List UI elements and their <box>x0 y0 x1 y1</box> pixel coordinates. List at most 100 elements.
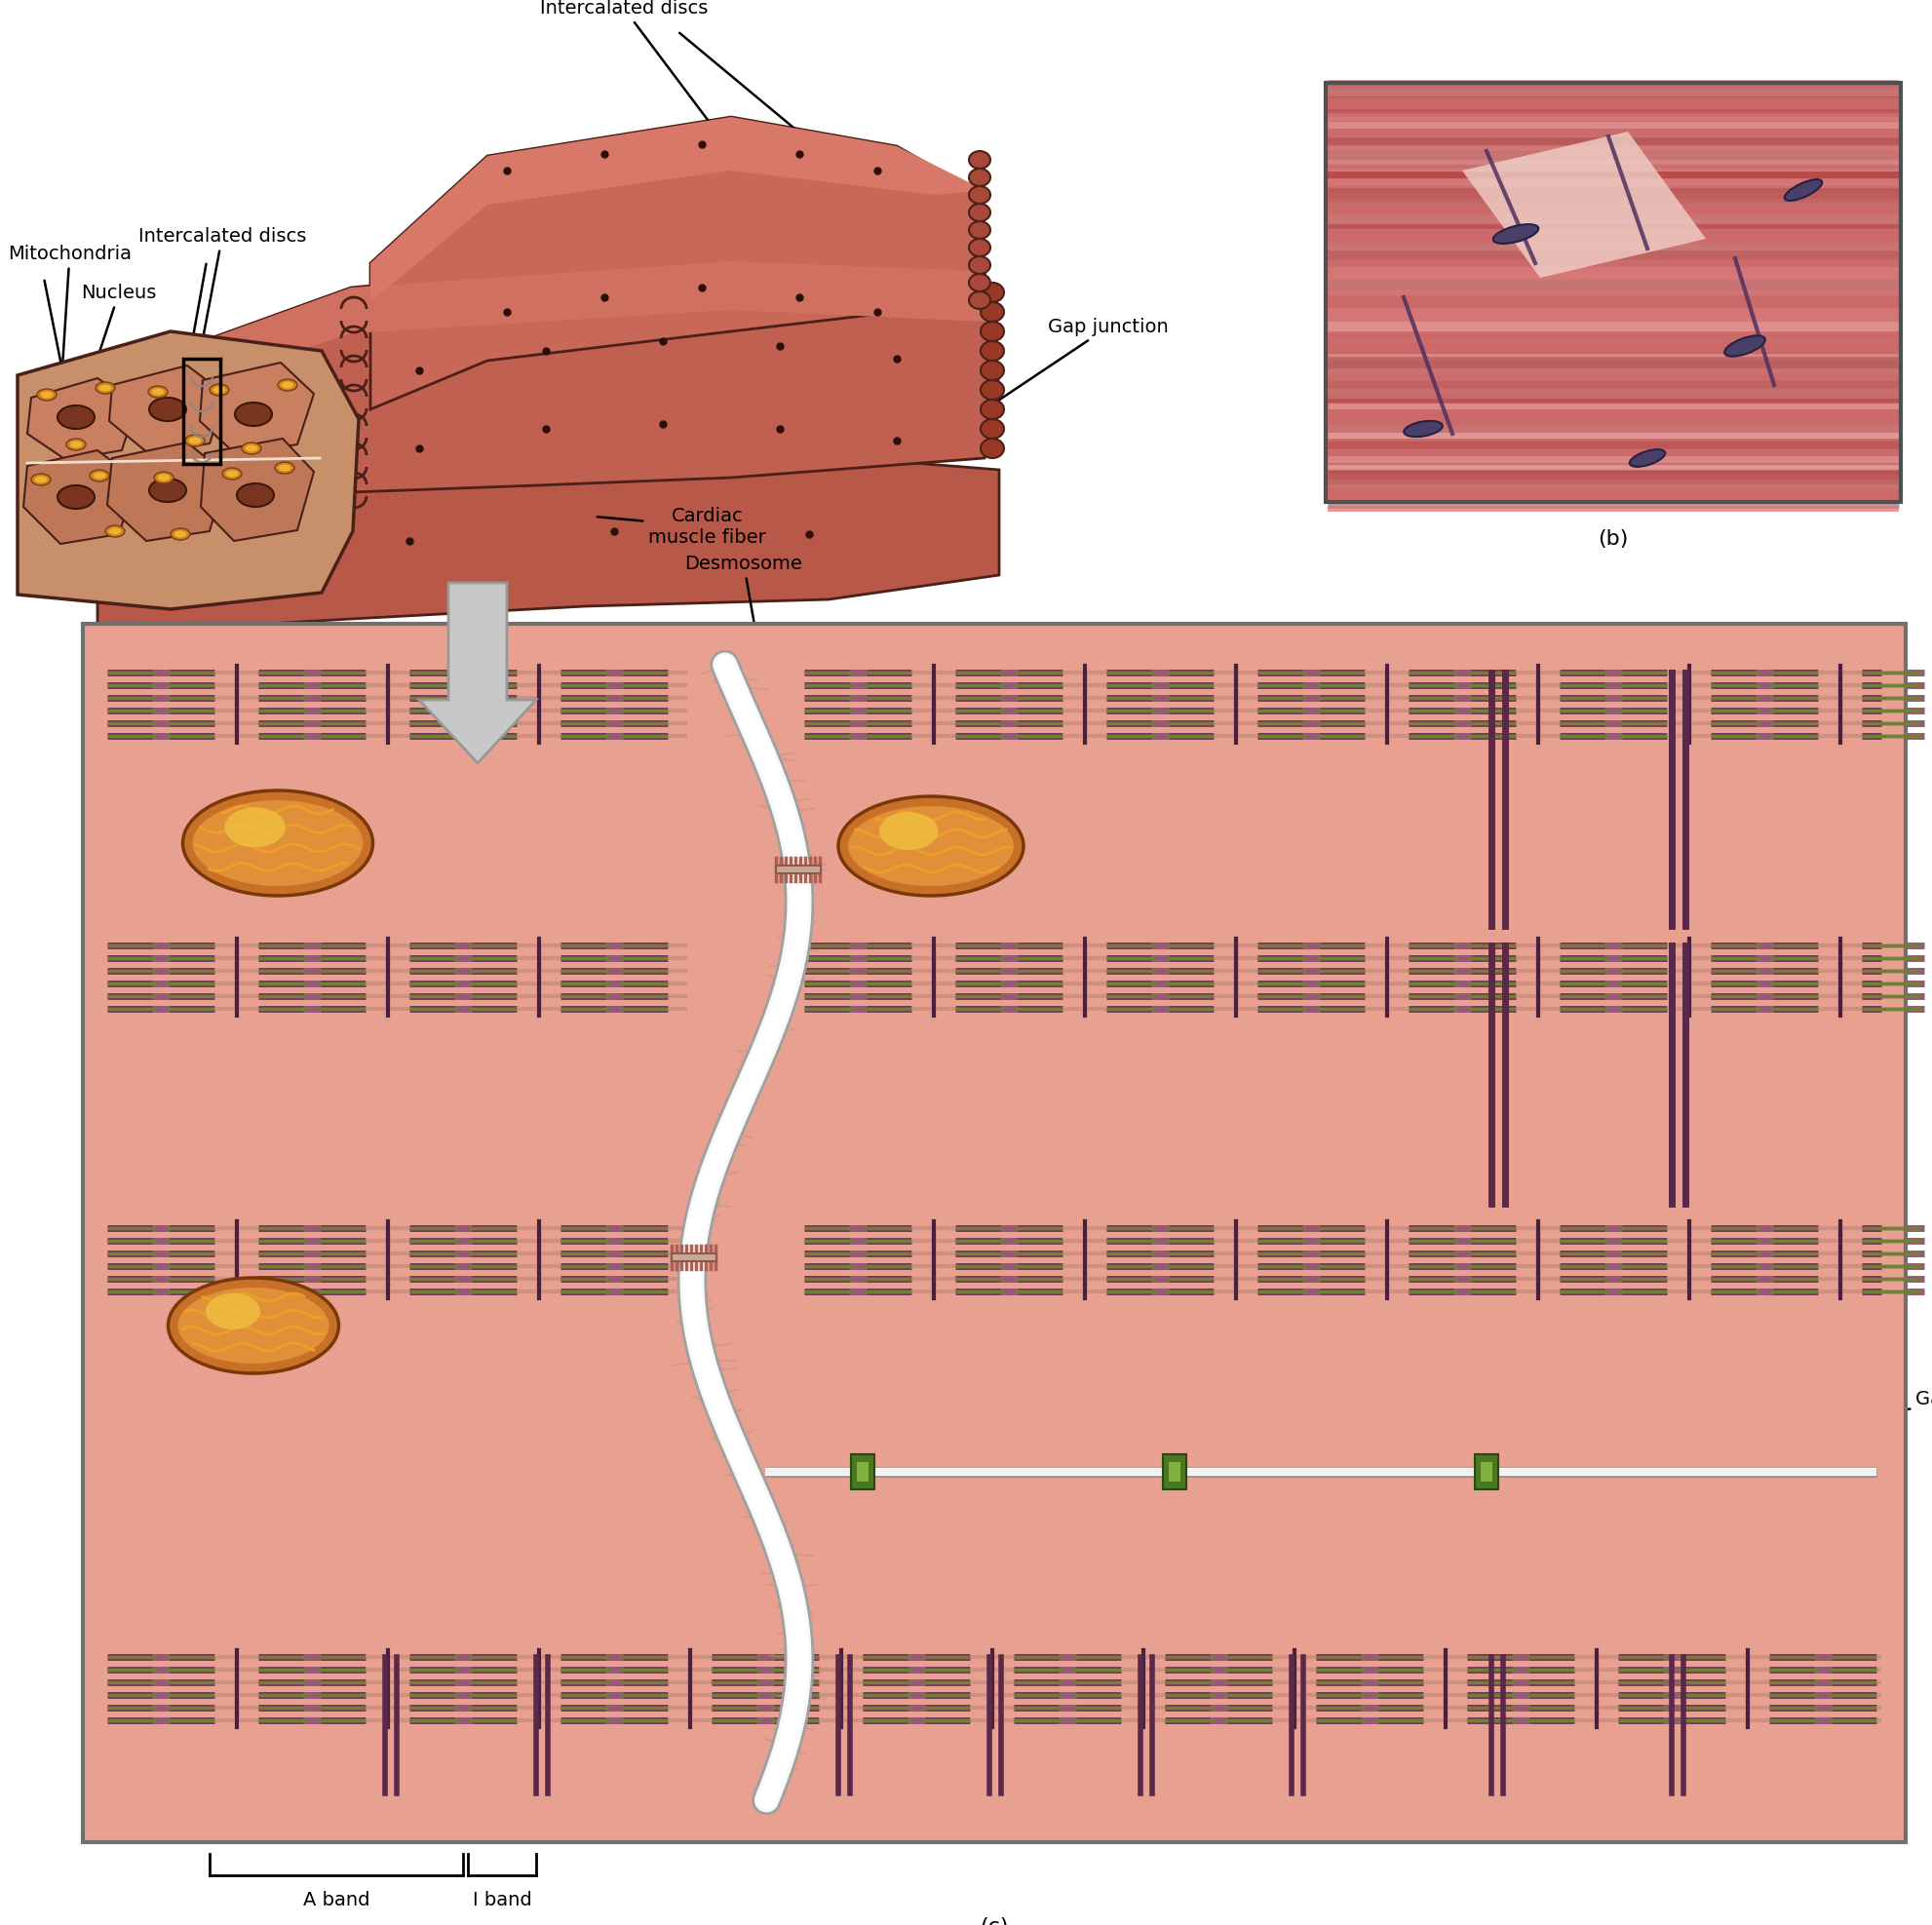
FancyArrow shape <box>419 583 535 762</box>
Ellipse shape <box>209 383 230 397</box>
Ellipse shape <box>193 801 363 886</box>
Text: A band: A band <box>303 1890 369 1910</box>
Ellipse shape <box>968 204 989 221</box>
Ellipse shape <box>968 239 989 256</box>
Ellipse shape <box>278 464 292 472</box>
Polygon shape <box>23 450 137 545</box>
Ellipse shape <box>1783 179 1822 200</box>
Polygon shape <box>201 439 313 541</box>
Ellipse shape <box>108 527 122 535</box>
Text: Cardiac
muscle fiber: Cardiac muscle fiber <box>597 506 765 547</box>
Ellipse shape <box>35 475 46 483</box>
Bar <box>1325 83 1899 502</box>
Polygon shape <box>27 377 137 460</box>
Text: Desmosome: Desmosome <box>684 554 802 866</box>
Ellipse shape <box>980 302 1003 321</box>
Polygon shape <box>1461 131 1706 277</box>
Ellipse shape <box>968 256 989 273</box>
Ellipse shape <box>222 468 242 479</box>
Ellipse shape <box>980 379 1003 400</box>
Bar <box>775 866 821 874</box>
Ellipse shape <box>968 187 989 204</box>
Ellipse shape <box>968 221 989 239</box>
Ellipse shape <box>838 797 1024 895</box>
Ellipse shape <box>184 791 373 895</box>
Bar <box>1169 1461 1180 1482</box>
Text: Gap junction: Gap junction <box>1488 1390 1932 1471</box>
Text: (c): (c) <box>980 1917 1009 1925</box>
Bar <box>1480 1461 1492 1482</box>
Ellipse shape <box>205 1294 261 1330</box>
Ellipse shape <box>89 470 108 481</box>
Ellipse shape <box>174 531 187 537</box>
Text: Intercalated discs: Intercalated discs <box>1519 92 1687 256</box>
Ellipse shape <box>37 389 56 400</box>
Ellipse shape <box>226 470 238 477</box>
Ellipse shape <box>968 169 989 187</box>
Ellipse shape <box>95 381 116 395</box>
Ellipse shape <box>968 291 989 310</box>
Ellipse shape <box>1629 449 1663 466</box>
Ellipse shape <box>213 387 226 393</box>
Polygon shape <box>176 262 983 393</box>
Ellipse shape <box>980 439 1003 458</box>
Ellipse shape <box>149 398 185 422</box>
Polygon shape <box>176 262 999 516</box>
Ellipse shape <box>980 321 1003 341</box>
Text: Intercalated discs: Intercalated discs <box>139 227 305 377</box>
Ellipse shape <box>980 341 1003 360</box>
Ellipse shape <box>66 439 85 450</box>
Bar <box>1474 1453 1497 1490</box>
Polygon shape <box>371 117 983 302</box>
Ellipse shape <box>149 387 168 398</box>
Ellipse shape <box>278 379 298 391</box>
Polygon shape <box>371 117 983 410</box>
Polygon shape <box>199 362 313 454</box>
Ellipse shape <box>99 385 112 391</box>
Ellipse shape <box>58 406 95 429</box>
Ellipse shape <box>70 441 83 449</box>
Bar <box>850 1453 873 1490</box>
Ellipse shape <box>224 807 286 847</box>
Ellipse shape <box>155 472 174 483</box>
Polygon shape <box>17 331 359 608</box>
Ellipse shape <box>189 437 201 445</box>
Ellipse shape <box>93 472 106 479</box>
Text: Mitochondria: Mitochondria <box>8 244 131 395</box>
Bar <box>670 1253 717 1261</box>
Polygon shape <box>97 456 999 633</box>
Text: (a): (a) <box>218 654 249 674</box>
Text: Nucleus: Nucleus <box>79 283 156 414</box>
Ellipse shape <box>968 150 989 169</box>
Ellipse shape <box>879 812 937 851</box>
Ellipse shape <box>980 283 1003 302</box>
Ellipse shape <box>968 273 989 291</box>
Ellipse shape <box>178 1288 328 1363</box>
Ellipse shape <box>1723 335 1764 356</box>
Polygon shape <box>106 443 226 541</box>
Ellipse shape <box>980 420 1003 439</box>
Ellipse shape <box>149 479 185 502</box>
Ellipse shape <box>151 389 164 395</box>
Ellipse shape <box>168 1278 338 1373</box>
Text: (b): (b) <box>1598 529 1629 549</box>
Ellipse shape <box>156 474 170 481</box>
Ellipse shape <box>980 360 1003 379</box>
Ellipse shape <box>274 462 294 474</box>
Ellipse shape <box>104 526 126 537</box>
Ellipse shape <box>41 391 52 398</box>
Ellipse shape <box>242 443 261 454</box>
Bar <box>1163 1453 1186 1490</box>
Bar <box>184 358 220 464</box>
Polygon shape <box>108 366 226 452</box>
Ellipse shape <box>848 807 1012 886</box>
Ellipse shape <box>185 435 205 447</box>
Bar <box>83 624 1905 1842</box>
Text: Gap junction: Gap junction <box>995 318 1169 402</box>
Ellipse shape <box>1492 223 1538 244</box>
Text: Intercalated discs: Intercalated discs <box>539 0 715 129</box>
Ellipse shape <box>980 400 1003 420</box>
Ellipse shape <box>58 485 95 508</box>
Ellipse shape <box>238 483 274 506</box>
Ellipse shape <box>170 527 189 541</box>
